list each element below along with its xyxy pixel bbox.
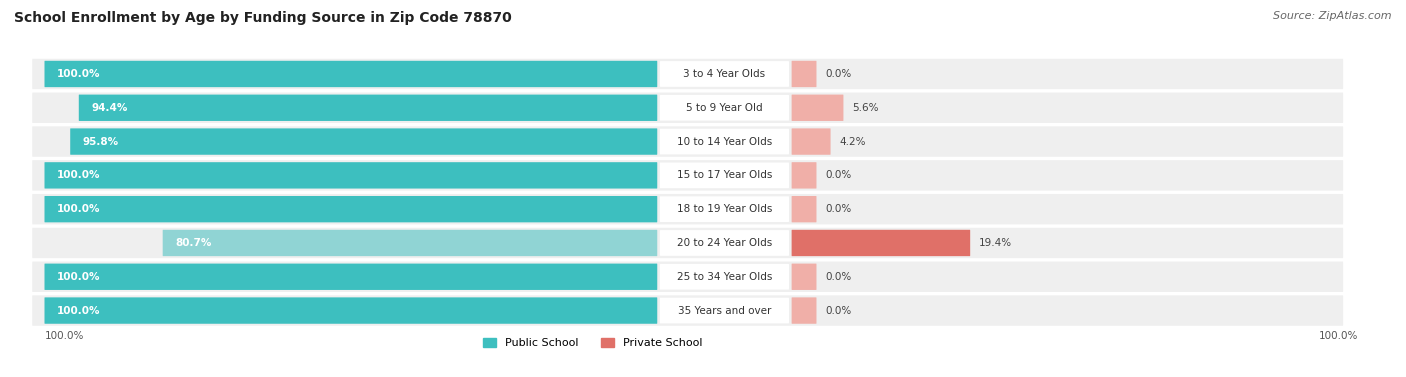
- Text: 94.4%: 94.4%: [91, 103, 128, 113]
- Text: 100.0%: 100.0%: [56, 204, 100, 214]
- Text: Source: ZipAtlas.com: Source: ZipAtlas.com: [1274, 11, 1392, 21]
- FancyBboxPatch shape: [79, 95, 657, 121]
- Text: 100.0%: 100.0%: [56, 170, 100, 180]
- FancyBboxPatch shape: [659, 61, 789, 87]
- Text: 18 to 19 Year Olds: 18 to 19 Year Olds: [676, 204, 772, 214]
- Text: 35 Years and over: 35 Years and over: [678, 306, 770, 316]
- FancyBboxPatch shape: [32, 228, 1343, 258]
- FancyBboxPatch shape: [659, 95, 789, 121]
- FancyBboxPatch shape: [32, 126, 1343, 157]
- FancyBboxPatch shape: [792, 61, 817, 87]
- Text: 100.0%: 100.0%: [56, 69, 100, 79]
- Text: School Enrollment by Age by Funding Source in Zip Code 78870: School Enrollment by Age by Funding Sour…: [14, 11, 512, 25]
- FancyBboxPatch shape: [792, 230, 970, 256]
- Text: 4.2%: 4.2%: [839, 136, 866, 147]
- Text: 3 to 4 Year Olds: 3 to 4 Year Olds: [683, 69, 765, 79]
- Text: 5 to 9 Year Old: 5 to 9 Year Old: [686, 103, 762, 113]
- Text: 0.0%: 0.0%: [825, 69, 852, 79]
- Text: 100.0%: 100.0%: [1319, 331, 1358, 341]
- FancyBboxPatch shape: [659, 230, 789, 256]
- FancyBboxPatch shape: [70, 129, 657, 155]
- FancyBboxPatch shape: [32, 262, 1343, 292]
- Text: 0.0%: 0.0%: [825, 272, 852, 282]
- FancyBboxPatch shape: [32, 59, 1343, 89]
- Text: 0.0%: 0.0%: [825, 170, 852, 180]
- FancyBboxPatch shape: [792, 264, 817, 290]
- Text: 80.7%: 80.7%: [176, 238, 211, 248]
- FancyBboxPatch shape: [45, 162, 657, 188]
- FancyBboxPatch shape: [32, 295, 1343, 326]
- FancyBboxPatch shape: [659, 196, 789, 222]
- Text: 19.4%: 19.4%: [979, 238, 1012, 248]
- FancyBboxPatch shape: [45, 264, 657, 290]
- Text: 100.0%: 100.0%: [56, 272, 100, 282]
- Legend: Public School, Private School: Public School, Private School: [482, 338, 703, 348]
- FancyBboxPatch shape: [32, 194, 1343, 224]
- FancyBboxPatch shape: [32, 160, 1343, 191]
- FancyBboxPatch shape: [659, 129, 789, 155]
- Text: 15 to 17 Year Olds: 15 to 17 Year Olds: [676, 170, 772, 180]
- FancyBboxPatch shape: [792, 297, 817, 324]
- FancyBboxPatch shape: [792, 196, 817, 222]
- FancyBboxPatch shape: [792, 162, 817, 188]
- FancyBboxPatch shape: [659, 162, 789, 188]
- FancyBboxPatch shape: [659, 264, 789, 290]
- Text: 10 to 14 Year Olds: 10 to 14 Year Olds: [676, 136, 772, 147]
- Text: 0.0%: 0.0%: [825, 204, 852, 214]
- FancyBboxPatch shape: [45, 297, 657, 324]
- FancyBboxPatch shape: [792, 129, 831, 155]
- Text: 100.0%: 100.0%: [56, 306, 100, 316]
- FancyBboxPatch shape: [659, 298, 789, 323]
- Text: 20 to 24 Year Olds: 20 to 24 Year Olds: [676, 238, 772, 248]
- FancyBboxPatch shape: [163, 230, 657, 256]
- Text: 25 to 34 Year Olds: 25 to 34 Year Olds: [676, 272, 772, 282]
- FancyBboxPatch shape: [792, 95, 844, 121]
- Text: 95.8%: 95.8%: [83, 136, 118, 147]
- Text: 100.0%: 100.0%: [45, 331, 84, 341]
- FancyBboxPatch shape: [32, 93, 1343, 123]
- FancyBboxPatch shape: [45, 196, 657, 222]
- FancyBboxPatch shape: [45, 61, 657, 87]
- Text: 5.6%: 5.6%: [852, 103, 879, 113]
- Text: 0.0%: 0.0%: [825, 306, 852, 316]
